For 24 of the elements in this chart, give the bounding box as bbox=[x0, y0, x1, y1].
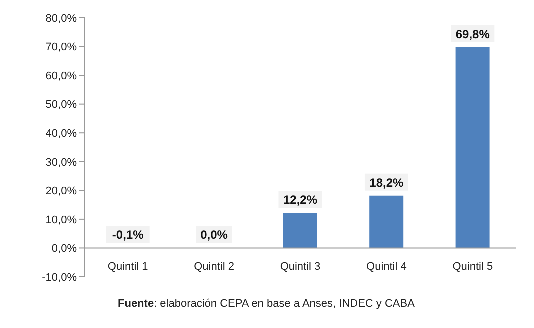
x-tick-label: Quintil 1 bbox=[108, 261, 148, 274]
x-tick-label: Quintil 5 bbox=[452, 261, 494, 274]
bar bbox=[283, 213, 318, 248]
x-tick-label: Quintil 2 bbox=[194, 261, 234, 274]
source-note: Fuente: elaboración CEPA en base a Anses, INDEC y CABA bbox=[118, 298, 416, 310]
y-tick-label: 10,0% bbox=[46, 214, 78, 226]
data-label: 0,0% bbox=[200, 228, 228, 242]
y-tick-label: 20,0% bbox=[46, 186, 78, 198]
data-label: 69,8% bbox=[456, 27, 490, 42]
y-tick-label: 30,0% bbox=[46, 156, 78, 169]
data-label: -0,1% bbox=[112, 228, 144, 242]
y-tick-label: 80,0% bbox=[46, 12, 78, 25]
x-tick-label: Quintil 3 bbox=[280, 261, 321, 274]
data-label: 12,2% bbox=[283, 193, 318, 208]
y-tick-label: 40,0% bbox=[46, 128, 78, 140]
y-tick-label: 50,0% bbox=[46, 99, 78, 112]
data-label: 18,2% bbox=[370, 176, 404, 190]
y-tick-label: 0,0% bbox=[52, 243, 78, 256]
x-tick-label: Quintil 4 bbox=[366, 261, 407, 274]
y-tick-label: 60,0% bbox=[46, 70, 78, 82]
bar bbox=[370, 196, 404, 248]
y-tick-label: -10,0% bbox=[42, 272, 78, 284]
y-tick-label: 70,0% bbox=[46, 42, 78, 54]
bar bbox=[456, 47, 490, 248]
